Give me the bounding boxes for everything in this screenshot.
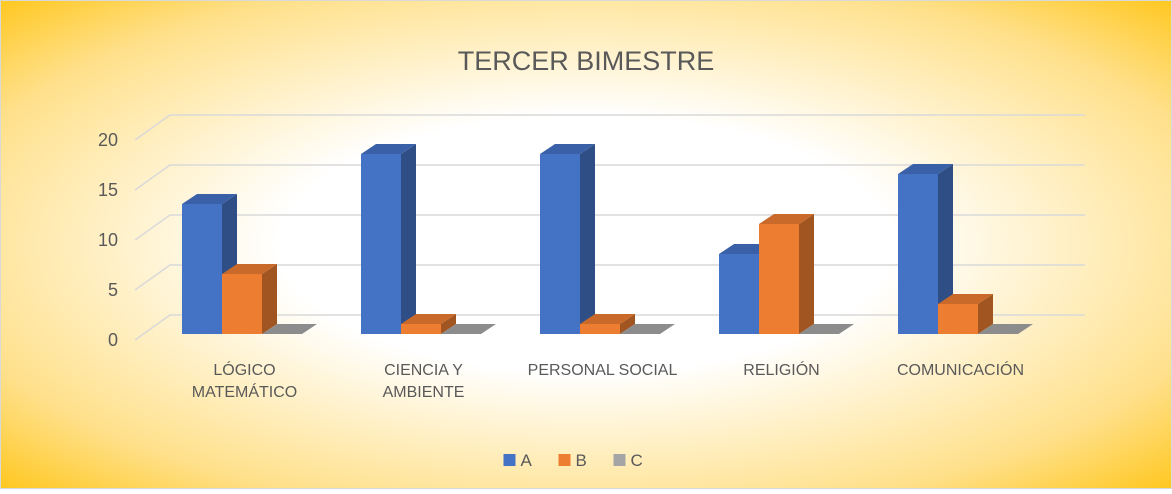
- x-tick-label: COMUNICACIÓN: [896, 362, 1025, 379]
- bar-top: [620, 324, 675, 334]
- y-tick-label: 20: [98, 130, 118, 150]
- bar: [719, 254, 759, 334]
- bar-side: [441, 314, 456, 334]
- x-tick-label: CIENCIA Y AMBIENTE: [382, 362, 465, 401]
- legend-label: B: [576, 451, 587, 470]
- bar-top: [361, 144, 416, 154]
- bar-top: [978, 324, 1033, 334]
- legend-swatch: [503, 454, 516, 466]
- bar-top: [401, 314, 456, 324]
- bar-side: [401, 144, 416, 334]
- y-tick-label: 15: [98, 180, 118, 200]
- bar-top: [938, 294, 993, 304]
- bar: [540, 154, 580, 334]
- y-tick-label: 10: [98, 230, 118, 250]
- bar-top: [441, 324, 496, 334]
- bar: [580, 324, 620, 334]
- bar-side: [620, 314, 635, 334]
- bar-top: [262, 324, 317, 334]
- bar-side: [580, 144, 595, 334]
- legend-label: C: [631, 451, 643, 470]
- grid-line: [134, 114, 1085, 141]
- bar: [401, 324, 441, 334]
- bar-top: [182, 194, 237, 204]
- x-tick-label-box: COMUNICACIÓN: [896, 362, 1025, 379]
- legend-label: A: [521, 451, 533, 470]
- bar-top: [540, 144, 595, 154]
- legend-swatch: [558, 454, 571, 466]
- grid-line: [134, 164, 1085, 191]
- x-tick-label-box: LÓGICO MATEMÁTICO: [191, 362, 298, 401]
- bar-top: [580, 314, 635, 324]
- bar-top: [759, 214, 814, 224]
- legend-swatch: [613, 454, 626, 466]
- bar: [759, 224, 799, 334]
- bar: [182, 204, 222, 334]
- bar-side: [262, 264, 277, 334]
- y-tick-label: 5: [108, 280, 118, 300]
- chart-title: TERCER BIMESTRE: [458, 46, 715, 76]
- bar: [898, 174, 938, 334]
- x-tick-label-box: PERSONAL SOCIAL: [527, 362, 678, 379]
- bar-side: [938, 164, 953, 334]
- bar-top: [799, 324, 854, 334]
- bar-top: [898, 164, 953, 174]
- bar-side: [978, 294, 993, 334]
- x-tick-label: RELIGIÓN: [743, 362, 820, 379]
- bar-side: [799, 214, 814, 334]
- y-tick-label: 0: [108, 330, 118, 350]
- bar: [361, 154, 401, 334]
- x-tick-label: LÓGICO MATEMÁTICO: [191, 362, 298, 401]
- x-tick-label-box: CIENCIA Y AMBIENTE: [382, 362, 465, 401]
- bar: [938, 304, 978, 334]
- bar: [222, 274, 262, 334]
- x-tick-label: PERSONAL SOCIAL: [527, 362, 678, 379]
- bar-top: [222, 264, 277, 274]
- x-tick-label-box: RELIGIÓN: [743, 362, 820, 379]
